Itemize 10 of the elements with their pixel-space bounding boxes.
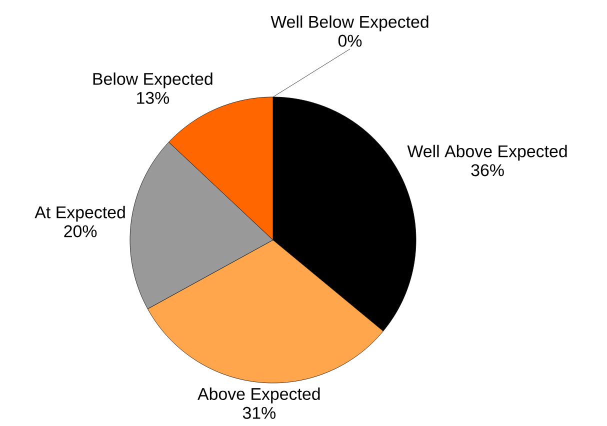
data-label: 20% — [64, 225, 97, 238]
slice-label: Above Expected — [198, 388, 320, 404]
data-label: 36% — [471, 164, 504, 176]
slice-label: Well Above Expected — [407, 144, 567, 161]
data-label: 13% — [137, 92, 170, 104]
category-label: Well Below Expected — [270, 15, 428, 32]
slice-label: At Expected — [34, 206, 125, 222]
slice-label: Below Expected — [93, 72, 212, 88]
text: 0% — [338, 34, 362, 47]
data-label: 31% — [242, 406, 276, 419]
